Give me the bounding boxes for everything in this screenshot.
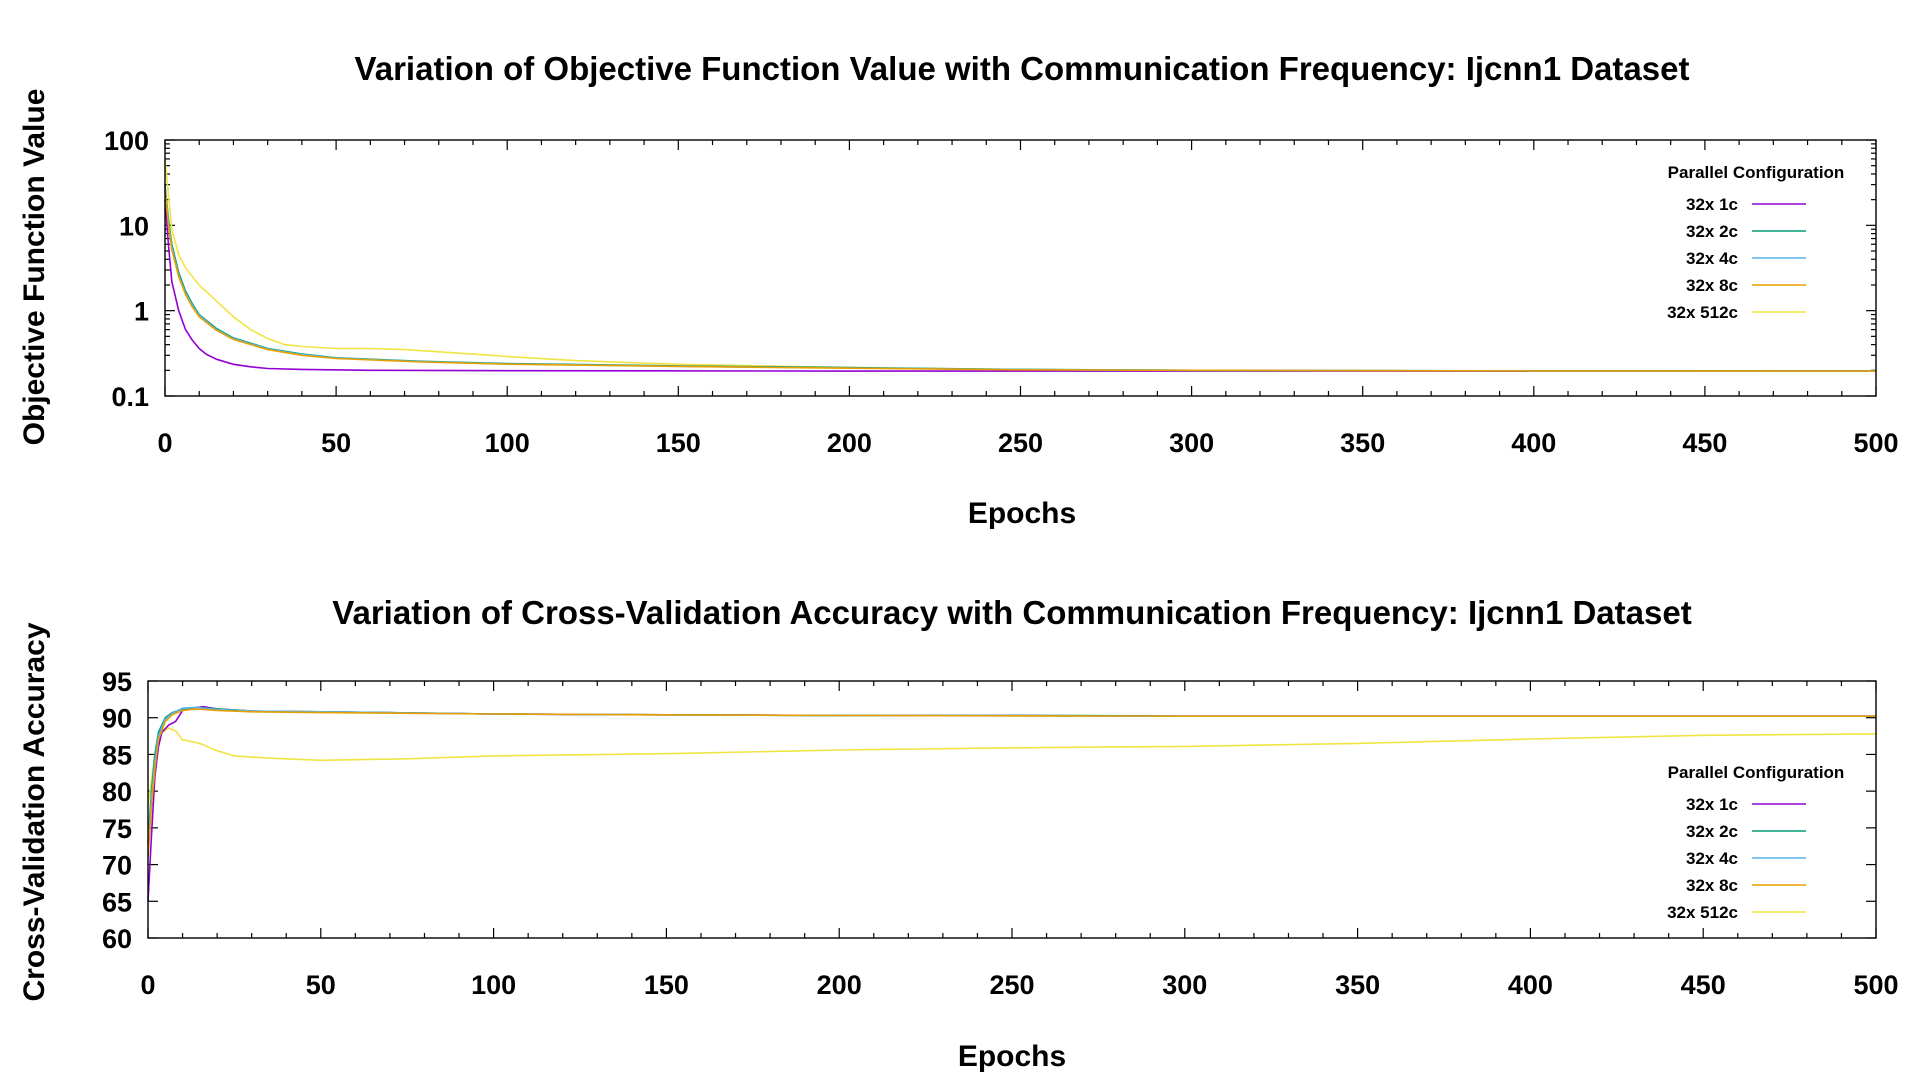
accuracy-legend: Parallel Configuration 32x 1c 32x 2c 32x 4… — [1667, 763, 1844, 922]
x-tick-label: 400 — [1511, 428, 1556, 458]
y-tick-label: 100 — [104, 126, 149, 156]
objective-y-axis-label: Objective Function Value — [18, 89, 51, 446]
y-tick-label: 95 — [102, 667, 132, 697]
y-tick-label: 90 — [102, 704, 132, 734]
x-tick-label: 150 — [644, 970, 689, 1000]
x-tick-label: 200 — [827, 428, 872, 458]
legend-label: 32x 8c — [1686, 876, 1738, 895]
x-tick-label: 500 — [1853, 428, 1898, 458]
series-line-32x-2c — [164, 184, 1877, 372]
x-tick-label: 200 — [817, 970, 862, 1000]
series-line-32x-8c — [147, 708, 1876, 858]
y-tick-label: 75 — [102, 814, 132, 844]
series-line-32x-4c — [164, 187, 1877, 372]
series-line-32x-8c — [164, 189, 1877, 372]
legend-label: 32x 2c — [1686, 822, 1738, 841]
series-line-32x-512c — [147, 727, 1877, 806]
accuracy-y-axis-label: Cross-Validation Accuracy — [18, 622, 51, 1001]
legend-label: 32x 512c — [1667, 303, 1738, 322]
x-tick-label: 350 — [1340, 428, 1385, 458]
x-tick-label: 400 — [1508, 970, 1553, 1000]
legend-label: 32x 4c — [1686, 849, 1738, 868]
y-tick-label: 85 — [102, 740, 132, 770]
objective-chart-title: Variation of Objective Function Value wi… — [355, 50, 1690, 87]
series-line-32x-4c — [147, 706, 1876, 850]
objective-ticks: 0 50 100 150 200 250 300 350 400 450 500 0.1 1 10 100 — [104, 126, 1899, 458]
legend-label: 32x 1c — [1686, 795, 1738, 814]
x-tick-label: 250 — [989, 970, 1034, 1000]
accuracy-plot-frame — [147, 680, 1877, 939]
x-tick-label: 50 — [306, 970, 336, 1000]
objective-chart: Variation of Objective Function Value wi… — [18, 50, 1899, 530]
x-tick-label: 100 — [471, 970, 516, 1000]
objective-legend-title: Parallel Configuration — [1668, 163, 1845, 182]
x-tick-label: 450 — [1681, 970, 1726, 1000]
series-line-32x-1c — [164, 199, 1876, 372]
legend-label: 32x 1c — [1686, 195, 1738, 214]
objective-series — [164, 158, 1877, 372]
objective-x-axis-label: Epochs — [968, 497, 1076, 530]
x-tick-label: 300 — [1162, 970, 1207, 1000]
legend-label: 32x 4c — [1686, 249, 1738, 268]
series-line-32x-512c — [164, 158, 1876, 372]
x-tick-label: 500 — [1853, 970, 1898, 1000]
x-tick-label: 250 — [998, 428, 1043, 458]
accuracy-chart: Variation of Cross-Validation Accuracy w… — [18, 594, 1899, 1073]
series-line-32x-1c — [147, 705, 1876, 902]
accuracy-series — [147, 705, 1877, 902]
accuracy-ticks: 0 50 100 150 200 250 300 350 400 450 500 60 65 70 75 80… — [102, 667, 1899, 1000]
x-tick-label: 0 — [157, 428, 172, 458]
x-tick-label: 350 — [1335, 970, 1380, 1000]
legend-label: 32x 512c — [1667, 903, 1738, 922]
y-tick-label: 80 — [102, 777, 132, 807]
objective-legend: Parallel Configuration 32x 1c 32x 2c 32x 4… — [1667, 163, 1844, 322]
x-tick-label: 50 — [321, 428, 351, 458]
accuracy-legend-title: Parallel Configuration — [1668, 763, 1845, 782]
y-tick-label: 65 — [102, 887, 132, 917]
y-tick-label: 70 — [102, 851, 132, 881]
x-tick-label: 100 — [485, 428, 530, 458]
y-tick-label: 10 — [119, 211, 149, 241]
x-tick-label: 0 — [140, 970, 155, 1000]
y-tick-label: 1 — [134, 297, 149, 327]
accuracy-chart-title: Variation of Cross-Validation Accuracy w… — [332, 594, 1691, 631]
legend-label: 32x 2c — [1686, 222, 1738, 241]
series-line-32x-2c — [147, 706, 1876, 843]
objective-plot-frame — [164, 139, 1877, 397]
x-tick-label: 450 — [1682, 428, 1727, 458]
x-tick-label: 300 — [1169, 428, 1214, 458]
x-tick-label: 150 — [656, 428, 701, 458]
y-tick-label: 60 — [102, 924, 132, 954]
legend-label: 32x 8c — [1686, 276, 1738, 295]
accuracy-x-axis-label: Epochs — [958, 1040, 1066, 1073]
y-tick-label: 0.1 — [111, 382, 149, 412]
